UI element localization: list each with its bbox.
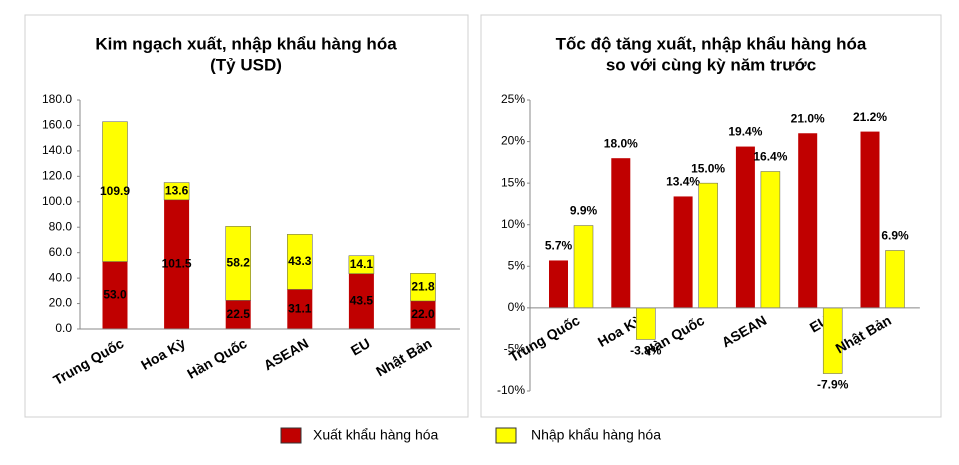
bar [798, 133, 818, 308]
bar [735, 146, 755, 308]
bar [860, 131, 880, 308]
data-label: 58.2 [227, 256, 251, 270]
data-label: 13.4% [666, 175, 700, 189]
y-tick-label: 160.0 [42, 118, 72, 132]
chart-title: (Tỷ USD) [210, 55, 282, 74]
y-tick-label: 60.0 [49, 245, 73, 259]
data-label: 22.5 [227, 307, 251, 321]
y-tick-label: 5% [508, 258, 526, 272]
y-tick-label: 25% [501, 92, 525, 106]
legend-label: Xuất khẩu hàng hóa [313, 427, 439, 443]
bar [102, 261, 128, 329]
bar [287, 289, 313, 329]
bar [102, 121, 128, 262]
data-label: 109.9 [100, 184, 130, 198]
data-label: 6.9% [881, 229, 909, 243]
data-label: 13.6 [165, 183, 189, 197]
bar [698, 182, 718, 309]
data-label: 101.5 [162, 257, 192, 271]
bar [673, 196, 693, 308]
data-label: 14.1 [350, 257, 374, 271]
bar [636, 307, 656, 340]
y-tick-label: -5% [504, 342, 526, 356]
legend-label: Nhập khẩu hàng hóa [531, 427, 661, 443]
chart-title: so với cùng kỳ năm trước [606, 55, 816, 74]
bar [760, 171, 781, 309]
bar [163, 182, 190, 201]
data-label: 31.1 [288, 301, 312, 315]
bar [410, 273, 436, 302]
data-label: 22.0 [411, 307, 435, 321]
chart-title: Tốc độ tăng xuất, nhập khẩu hàng hóa [556, 34, 867, 53]
y-tick-label: 120.0 [42, 169, 72, 183]
legend-swatch [280, 427, 302, 444]
bar [348, 273, 374, 329]
data-label: -3.8% [630, 344, 662, 358]
bar [225, 300, 251, 329]
bar [287, 234, 313, 290]
data-label: 21.8 [411, 279, 435, 293]
y-tick-label: 140.0 [42, 143, 72, 157]
data-label: 9.9% [570, 204, 598, 218]
data-label: 19.4% [728, 125, 762, 139]
data-label: 21.2% [853, 110, 887, 124]
y-tick-label: 100.0 [42, 194, 72, 208]
y-tick-label: 180.0 [42, 92, 72, 106]
y-tick-label: 0% [508, 300, 526, 314]
data-label: 43.3 [288, 254, 312, 268]
y-tick-label: 20.0 [49, 296, 73, 310]
y-tick-label: 15% [501, 175, 525, 189]
y-tick-label: 20% [501, 134, 525, 148]
legend-swatch [495, 427, 517, 444]
data-label: 21.0% [791, 111, 825, 125]
data-label: 18.0% [604, 136, 638, 150]
y-tick-label: 0.0 [55, 321, 72, 335]
data-label: 15.0% [691, 161, 725, 175]
data-label: 43.5 [350, 294, 374, 308]
y-tick-label: -10% [497, 383, 525, 397]
y-tick-label: 10% [501, 217, 525, 231]
data-label: -7.9% [817, 378, 849, 392]
bar [164, 199, 190, 329]
bar [549, 260, 568, 308]
panel [24, 14, 469, 418]
bar [410, 301, 436, 329]
y-tick-label: 80.0 [49, 219, 73, 233]
data-label: 16.4% [753, 150, 787, 164]
bar [573, 225, 594, 309]
bar [611, 158, 631, 308]
bar [225, 226, 251, 301]
data-label: 53.0 [103, 287, 127, 301]
data-label: 5.7% [545, 239, 573, 253]
chart-title: Kim ngạch xuất, nhập khẩu hàng hóa [95, 34, 397, 53]
bar [885, 250, 905, 309]
bar [348, 255, 375, 274]
y-tick-label: 40.0 [49, 270, 73, 284]
